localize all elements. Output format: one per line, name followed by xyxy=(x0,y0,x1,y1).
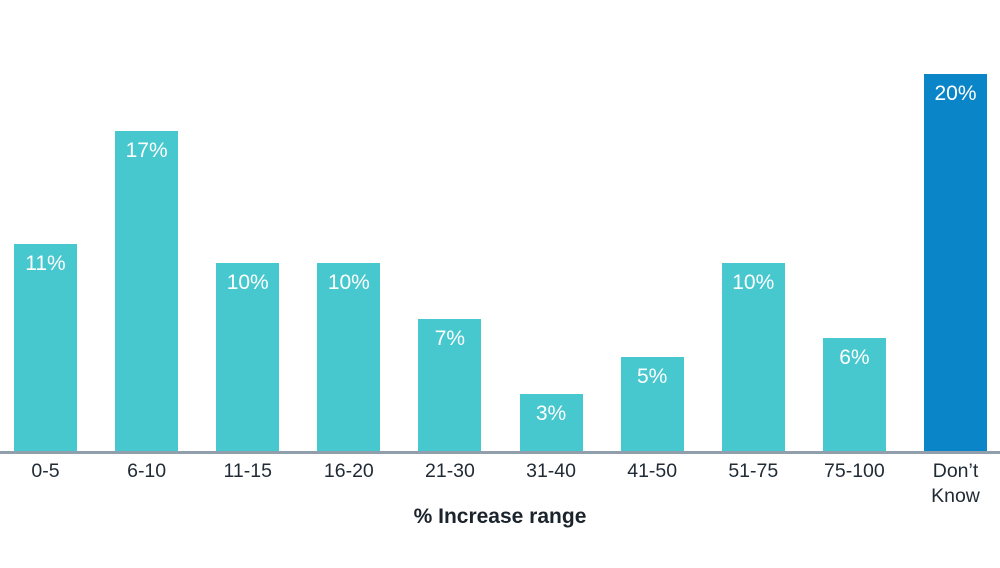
bar: 10% xyxy=(721,262,785,451)
x-axis-tick-label: Don’t Know xyxy=(931,460,980,507)
x-axis-tick-label: 21-30 xyxy=(425,460,475,482)
x-axis-line xyxy=(0,451,1000,454)
bar: 10% xyxy=(216,262,280,451)
x-axis-tick-label: 31-40 xyxy=(526,460,576,482)
bar-value-label: 10% xyxy=(732,270,775,294)
bar: 7% xyxy=(418,319,482,451)
x-axis-tick-label: 16-20 xyxy=(323,460,374,482)
x-axis-title: % Increase range xyxy=(413,505,587,528)
bar-value-label: 20% xyxy=(934,82,977,105)
bar-value-label: 17% xyxy=(125,138,168,162)
x-axis-tick-label: 41-50 xyxy=(627,460,678,482)
bar-value-label: 10% xyxy=(327,270,370,294)
bar-value-label: 3% xyxy=(535,402,567,426)
bar-value-label: 5% xyxy=(636,364,668,388)
bar-value-label: 6% xyxy=(839,345,870,369)
bar: 3% xyxy=(519,394,583,451)
bar-value-label: 11% xyxy=(25,251,66,275)
bar-value-label: 10% xyxy=(226,270,269,294)
bar: 6% xyxy=(822,337,886,451)
x-axis-tick-label: 75-100 xyxy=(824,460,885,482)
x-axis-tick-label: 11-15 xyxy=(223,460,272,482)
bar-value-label: 7% xyxy=(434,327,466,351)
x-axis-tick-label: 51-75 xyxy=(728,460,779,482)
bar: 5% xyxy=(620,356,684,451)
x-axis-tick-label: 6-10 xyxy=(127,460,167,482)
plot-area: 11% 17% 10% 10% 7% 3% 5% 10% 6% 20% xyxy=(14,74,987,451)
bar: 20% xyxy=(923,74,987,451)
bar: 10% xyxy=(317,262,381,451)
x-axis-tick-label: 0-5 xyxy=(31,460,60,482)
bar: 11% xyxy=(14,243,77,451)
bar: 17% xyxy=(115,130,179,451)
